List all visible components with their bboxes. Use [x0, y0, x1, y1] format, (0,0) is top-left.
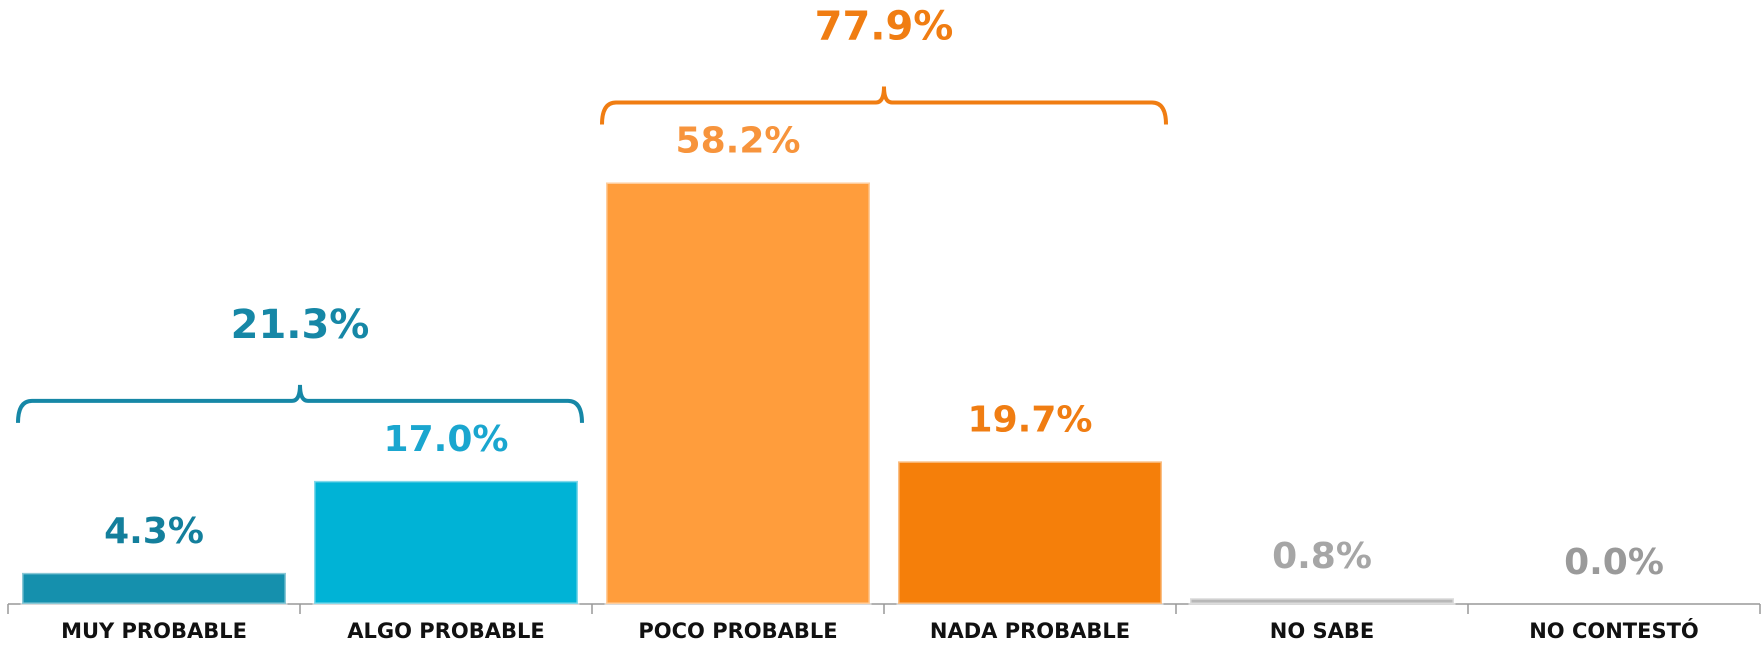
value-label: 19.7%: [968, 399, 1093, 440]
group-total: 77.9%: [815, 3, 954, 49]
x-tick-label: MUY PROBABLE: [61, 619, 247, 643]
x-tick-label: NADA PROBABLE: [930, 619, 1130, 643]
x-tick-label: NO SABE: [1270, 619, 1374, 643]
bar: [896, 459, 1164, 606]
x-tick-label: POCO PROBABLE: [638, 619, 837, 643]
group-bracket: [16, 384, 584, 423]
group-total: 21.3%: [231, 302, 370, 348]
group-bracket: [600, 86, 1168, 125]
value-label: 17.0%: [384, 419, 509, 460]
x-tick-label: NO CONTESTÓ: [1529, 618, 1699, 643]
x-tick-label: ALGO PROBABLE: [347, 619, 544, 643]
value-label: 4.3%: [104, 511, 204, 552]
bar: [20, 571, 288, 606]
bar: [1188, 596, 1456, 606]
bar: [312, 479, 580, 606]
value-label: 58.2%: [676, 120, 801, 161]
bar: [604, 180, 872, 606]
value-label: 0.8%: [1272, 536, 1372, 577]
value-label: 0.0%: [1564, 542, 1664, 583]
